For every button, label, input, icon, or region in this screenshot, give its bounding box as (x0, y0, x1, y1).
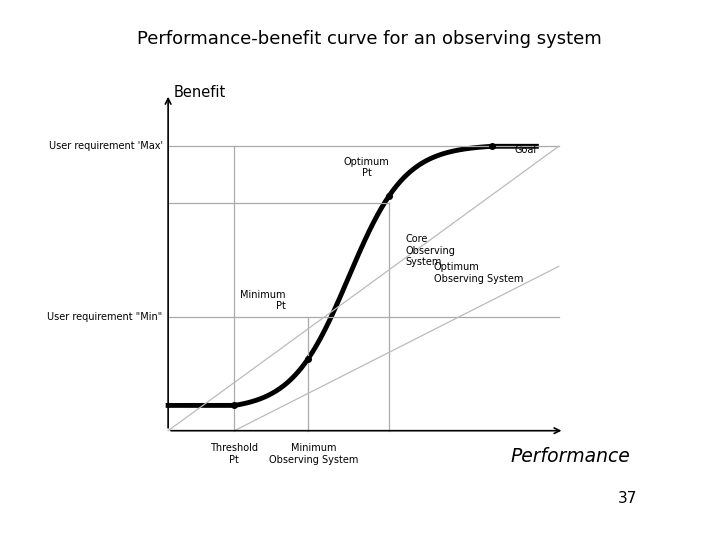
Text: Core
Observing
System: Core Observing System (406, 234, 456, 267)
Text: Minimum
Observing System: Minimum Observing System (269, 443, 359, 465)
Text: Optimum
Observing System: Optimum Observing System (433, 262, 523, 284)
Text: Minimum
Pt: Minimum Pt (240, 289, 286, 311)
Text: Goal: Goal (515, 145, 536, 156)
Text: 37: 37 (618, 490, 637, 505)
Text: Performance: Performance (510, 447, 630, 467)
Text: Performance-benefit curve for an observing system: Performance-benefit curve for an observi… (137, 30, 601, 48)
Text: Threshold
Pt: Threshold Pt (210, 443, 258, 465)
Text: Optimum
Pt: Optimum Pt (344, 157, 390, 178)
Text: User requirement "Min": User requirement "Min" (48, 312, 163, 322)
Text: Benefit: Benefit (174, 85, 226, 100)
Text: User requirement 'Max': User requirement 'Max' (48, 141, 163, 151)
